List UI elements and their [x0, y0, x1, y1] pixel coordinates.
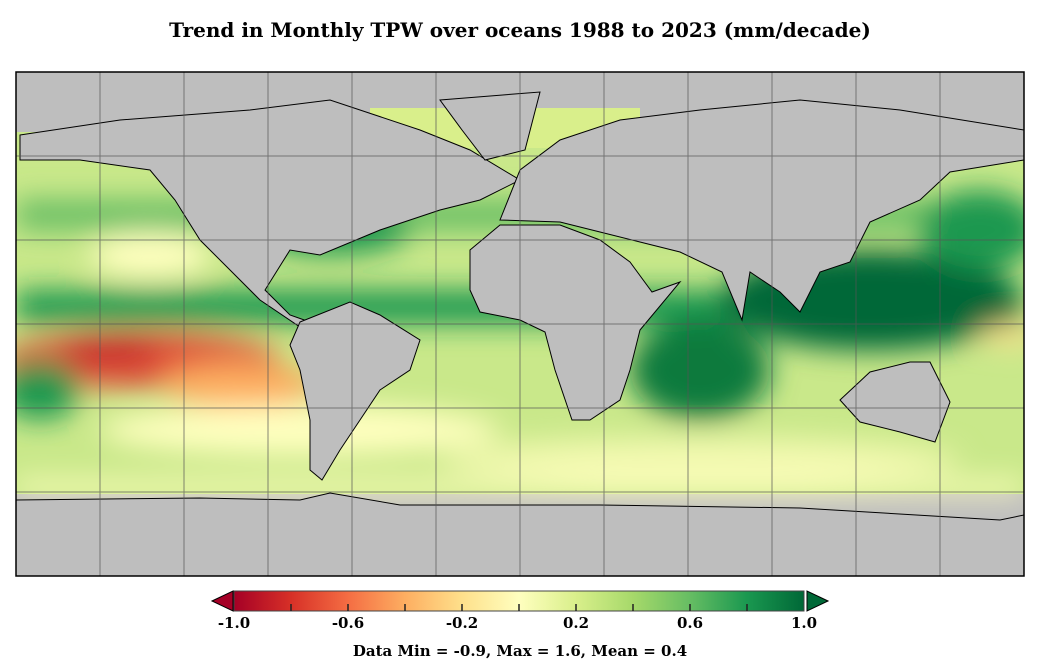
greenland: [439, 91, 541, 161]
colorbar-tick-label: 1.0: [790, 614, 818, 632]
eurasia: [499, 99, 1024, 322]
map-frame: [15, 71, 1025, 577]
africa: [469, 224, 682, 421]
north-america: [19, 99, 522, 328]
colorbar: [210, 590, 830, 612]
colorbar-tick-label: 0.2: [562, 614, 590, 632]
australia: [839, 361, 951, 443]
graticule: [16, 72, 1024, 576]
colorbar-tick-label: -0.2: [445, 614, 479, 632]
colorbar-max-extension: [806, 590, 830, 612]
colorbar-tick-label: 0.6: [676, 614, 704, 632]
data-statistics: Data Min = -0.9, Max = 1.6, Mean = 0.4: [352, 642, 688, 660]
colorbar-tick-label: -0.6: [331, 614, 365, 632]
south-america: [289, 301, 421, 481]
colorbar-min-extension: [210, 590, 234, 612]
chart-title: Trend in Monthly TPW over oceans 1988 to…: [169, 18, 871, 42]
colorbar-tick-label: -1.0: [217, 614, 251, 632]
